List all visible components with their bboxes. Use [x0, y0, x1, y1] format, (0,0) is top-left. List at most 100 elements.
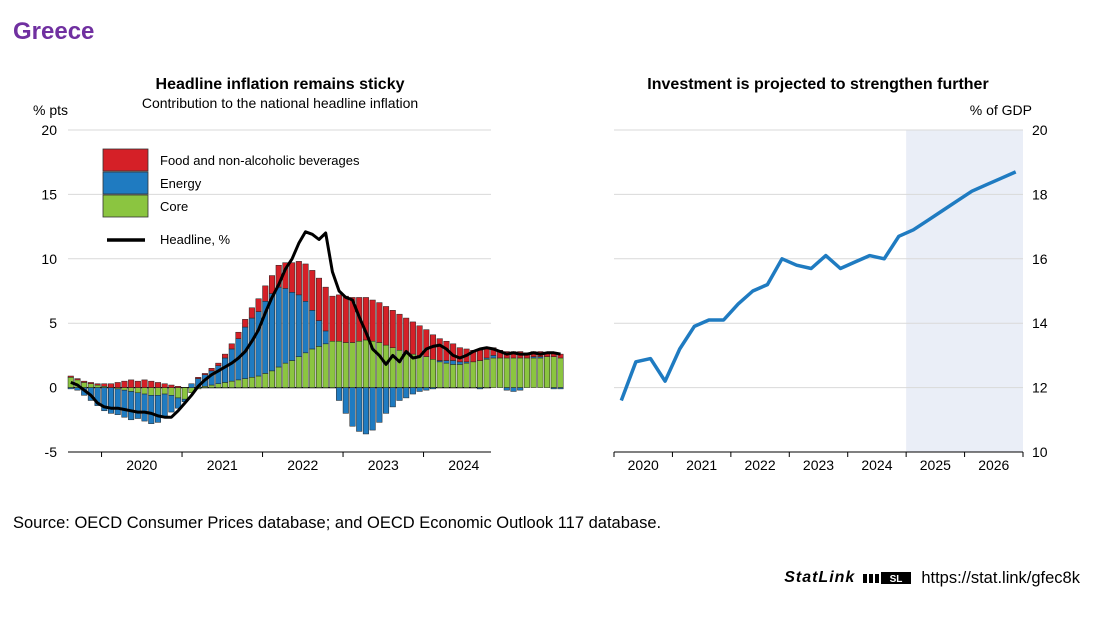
- bar-core: [322, 343, 329, 388]
- bar-energy: [389, 387, 396, 408]
- bar-food: [215, 362, 222, 366]
- left-x-tick-label: 2020: [126, 457, 157, 473]
- bar-core: [175, 387, 182, 399]
- bar-core: [389, 347, 396, 388]
- bar-core: [510, 357, 517, 388]
- left-y-tick-label: -5: [45, 444, 58, 460]
- bar-food: [409, 321, 416, 355]
- statlink-logo-text: SL: [890, 574, 903, 585]
- bar-core: [476, 360, 483, 388]
- bar-core: [208, 384, 215, 388]
- bar-core: [416, 355, 423, 388]
- bar-food: [94, 383, 101, 386]
- bar-energy: [168, 395, 175, 413]
- bar-food: [148, 380, 155, 388]
- left-chart-subtitle: Contribution to the national headline in…: [142, 95, 418, 111]
- bar-core: [222, 382, 229, 388]
- bar-food: [483, 348, 490, 359]
- bar-core: [557, 357, 564, 388]
- source-note: Source: OECD Consumer Prices database; a…: [13, 514, 662, 532]
- left-y-tick-label: 20: [41, 122, 57, 138]
- legend-label-food: Food and non-alcoholic beverages: [160, 153, 360, 168]
- bar-energy: [302, 301, 309, 354]
- right-x-tick-label: 2022: [744, 457, 775, 473]
- bar-core: [255, 375, 262, 388]
- right-y-tick-label: 20: [1032, 122, 1048, 138]
- bar-core: [537, 357, 544, 388]
- bar-energy: [94, 387, 101, 406]
- bar-food: [269, 275, 276, 294]
- bar-food: [67, 375, 74, 378]
- bar-core: [148, 387, 155, 396]
- bar-core: [430, 359, 437, 388]
- right-y-ticks: 20 18 16 14 12 10: [1032, 122, 1048, 460]
- bar-energy: [148, 395, 155, 424]
- bar-food: [456, 347, 463, 363]
- bar-food: [302, 263, 309, 302]
- bar-food: [476, 349, 483, 361]
- bar-food: [342, 295, 349, 343]
- bar-energy: [67, 387, 74, 390]
- bar-core: [141, 387, 148, 395]
- bar-core: [121, 387, 128, 391]
- bar-energy: [154, 395, 161, 423]
- bar-energy: [503, 387, 510, 391]
- bar-food: [222, 353, 229, 359]
- bar-core: [517, 357, 524, 388]
- bar-food: [436, 338, 443, 361]
- bar-energy: [336, 387, 343, 401]
- bar-core: [436, 361, 443, 388]
- headline-line: [70, 230, 561, 419]
- bar-core: [154, 387, 161, 396]
- bar-food: [383, 306, 390, 346]
- right-y-axis-label: % of GDP: [970, 102, 1032, 118]
- investment-line: [619, 170, 1017, 402]
- bar-energy: [141, 393, 148, 422]
- bar-core: [168, 387, 175, 396]
- bar-energy: [161, 393, 168, 418]
- bar-core: [362, 339, 369, 388]
- bar-core: [443, 362, 450, 388]
- bar-energy: [376, 387, 383, 423]
- bar-energy: [456, 361, 463, 365]
- bar-core: [128, 387, 135, 392]
- bar-energy: [134, 392, 141, 419]
- bar-food: [416, 325, 423, 356]
- bar-food: [336, 294, 343, 342]
- bar-core: [228, 380, 235, 388]
- bar-food: [74, 378, 81, 381]
- bar-core: [550, 356, 557, 388]
- bar-energy: [490, 355, 497, 359]
- bar-core: [483, 359, 490, 388]
- bar-food: [81, 380, 88, 383]
- bar-energy: [517, 387, 524, 391]
- bar-core: [336, 340, 343, 388]
- bar-food: [208, 368, 215, 372]
- bar-core: [282, 362, 289, 388]
- left-chart-title: Headline inflation remains sticky: [156, 76, 405, 93]
- left-y-tick-label: 5: [49, 315, 57, 331]
- statlink-url[interactable]: https://stat.link/gfec8k: [921, 568, 1080, 587]
- left-x-tick-label: 2024: [448, 457, 479, 473]
- statlink[interactable]: StatLink SL https://stat.link/gfec8k: [784, 566, 1080, 590]
- bar-energy: [423, 387, 430, 391]
- bar-energy: [188, 383, 195, 388]
- right-y-tick-label: 10: [1032, 444, 1048, 460]
- left-chart: Headline inflation remains sticky Contri…: [33, 76, 564, 473]
- bar-food: [248, 307, 255, 319]
- bar-core: [262, 373, 269, 388]
- right-x-tick-label: 2023: [803, 457, 834, 473]
- bar-core: [342, 342, 349, 388]
- bar-core: [423, 356, 430, 388]
- right-x-ticks: 2020 2021 2022 2023 2024 2025 2026: [613, 452, 1024, 473]
- bar-energy: [128, 391, 135, 421]
- charts-canvas: Headline inflation remains sticky Contri…: [33, 76, 1048, 473]
- bar-food: [295, 261, 302, 296]
- left-bars: [67, 261, 564, 435]
- bar-energy: [409, 387, 416, 395]
- right-x-tick-label: 2020: [628, 457, 659, 473]
- bar-core: [490, 357, 497, 388]
- projection-shade: [906, 130, 1023, 452]
- left-y-tick-label: 10: [41, 251, 57, 267]
- bar-core: [295, 356, 302, 388]
